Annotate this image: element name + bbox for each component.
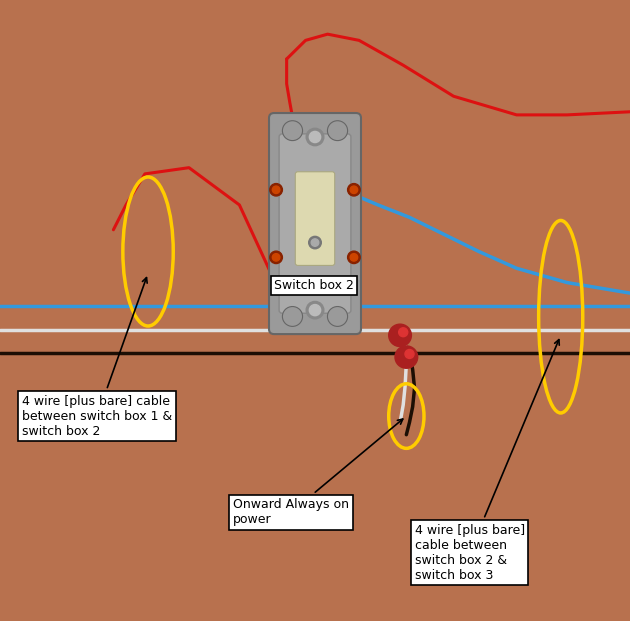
Circle shape <box>311 239 319 247</box>
Text: 4 wire [plus bare] cable
between switch box 1 &
switch box 2: 4 wire [plus bare] cable between switch … <box>22 278 172 438</box>
Circle shape <box>272 186 280 194</box>
Circle shape <box>282 120 302 140</box>
Circle shape <box>328 307 348 327</box>
Circle shape <box>350 186 358 194</box>
Circle shape <box>309 132 321 143</box>
Circle shape <box>309 304 321 315</box>
Circle shape <box>399 328 408 337</box>
FancyBboxPatch shape <box>269 113 361 334</box>
Text: Switch box 2: Switch box 2 <box>274 279 354 292</box>
Circle shape <box>270 251 282 263</box>
Circle shape <box>395 346 418 368</box>
Circle shape <box>328 120 348 140</box>
Circle shape <box>348 184 360 196</box>
FancyBboxPatch shape <box>279 134 351 313</box>
Text: 4 wire [plus bare]
cable between
switch box 2 &
switch box 3: 4 wire [plus bare] cable between switch … <box>415 340 559 582</box>
Circle shape <box>270 184 282 196</box>
Circle shape <box>309 237 321 249</box>
Circle shape <box>306 301 324 319</box>
Text: Onward Always on
power: Onward Always on power <box>233 419 403 527</box>
Circle shape <box>282 307 302 327</box>
Circle shape <box>348 251 360 263</box>
FancyBboxPatch shape <box>295 172 335 265</box>
Circle shape <box>389 324 411 347</box>
Circle shape <box>405 350 414 358</box>
Circle shape <box>272 253 280 261</box>
Circle shape <box>306 129 324 146</box>
Circle shape <box>350 253 358 261</box>
